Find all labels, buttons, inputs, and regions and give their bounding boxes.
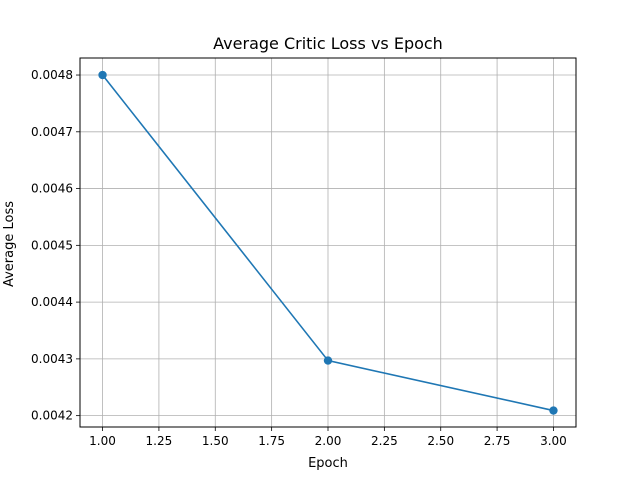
chart-title: Average Critic Loss vs Epoch	[213, 34, 443, 53]
data-point	[549, 406, 558, 415]
x-tick-label: 1.25	[146, 434, 173, 448]
x-axis-label: Epoch	[308, 456, 348, 471]
x-axis: 1.00 1.25 1.50 1.75 2.00 2.25 2.50 2.75 3.00	[89, 427, 567, 448]
y-axis-label: Average Loss	[2, 201, 17, 287]
series-layer	[98, 70, 558, 415]
x-tick-label: 2.00	[315, 434, 342, 448]
x-tick-label: 1.00	[89, 434, 116, 448]
y-tick-label: 0.0043	[31, 352, 73, 366]
y-tick-label: 0.0046	[31, 182, 73, 196]
y-tick-label: 0.0047	[31, 125, 73, 139]
y-tick-label: 0.0048	[31, 68, 73, 82]
y-tick-label: 0.0044	[31, 295, 73, 309]
x-tick-label: 3.00	[540, 434, 567, 448]
x-tick-label: 2.25	[371, 434, 398, 448]
y-axis: 0.0042 0.0043 0.0044 0.0045 0.0046 0.0047 0.00…	[31, 68, 80, 423]
data-point	[323, 356, 333, 365]
y-tick-label: 0.0045	[31, 238, 73, 252]
x-tick-label: 1.50	[202, 434, 229, 448]
y-tick-label: 0.0042	[31, 409, 73, 423]
x-tick-label: 1.75	[258, 434, 285, 448]
x-tick-label: 2.75	[484, 434, 511, 448]
data-point	[98, 70, 107, 80]
x-tick-label: 2.50	[427, 434, 454, 448]
